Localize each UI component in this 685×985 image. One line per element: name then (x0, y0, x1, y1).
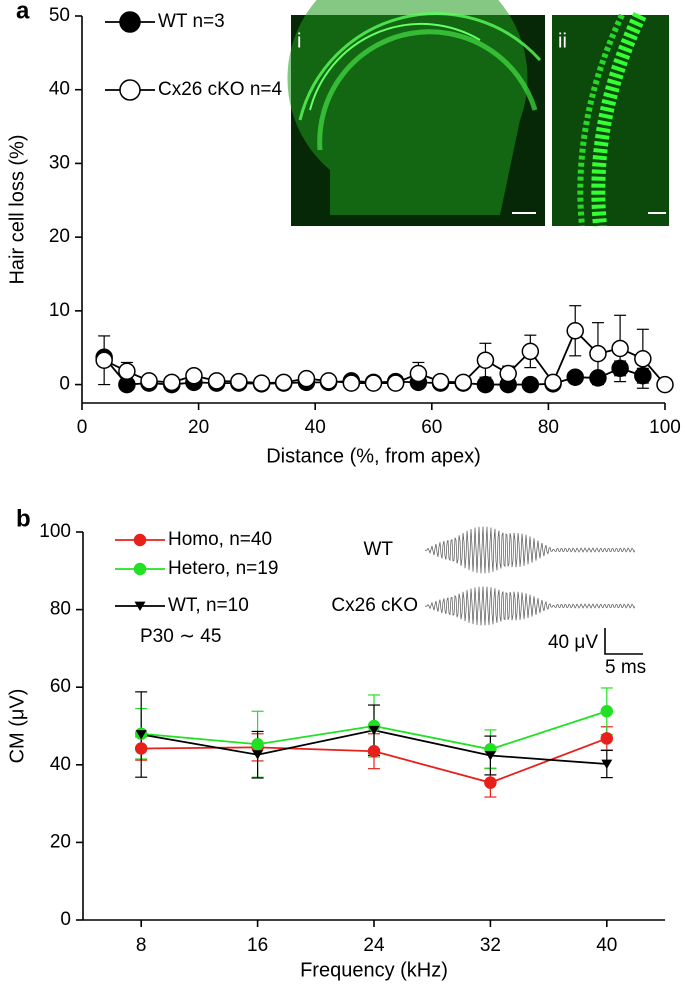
annotation: 5 ms (605, 657, 646, 678)
y-tick-label: 50 (49, 5, 70, 26)
marker (134, 742, 148, 755)
y-tick-label: 10 (49, 300, 70, 321)
x-tick-label: 20 (188, 417, 209, 438)
marker (252, 750, 264, 760)
y-tick-label: 20 (50, 831, 71, 852)
y-tick-label: 0 (59, 374, 70, 395)
scale-bar (604, 628, 643, 655)
marker (368, 725, 380, 736)
marker (140, 372, 158, 390)
legend-label: Homo, n=40 (168, 529, 272, 550)
x-tick-label: 0 (77, 417, 88, 438)
micrograph-i (287, 0, 545, 226)
marker (476, 351, 495, 369)
marker (566, 368, 584, 386)
marker (431, 372, 450, 391)
x-tick-label: 100 (649, 417, 681, 438)
marker (656, 375, 674, 394)
x-tick-label: 24 (363, 935, 385, 956)
marker (251, 737, 264, 751)
x-tick-label: 8 (136, 935, 147, 956)
legend-marker (133, 533, 147, 547)
y-tick-label: 0 (60, 909, 71, 930)
y-axis-title: CM (μV) (6, 689, 28, 764)
marker (476, 375, 495, 394)
marker (589, 369, 607, 387)
y-tick-label: 40 (50, 754, 71, 775)
marker (484, 751, 496, 761)
legend-label: Cx26 cKO n=4 (158, 79, 283, 100)
marker (207, 372, 226, 390)
marker (600, 732, 614, 745)
marker (634, 366, 652, 385)
marker (589, 344, 607, 363)
image-label: ii (558, 30, 567, 52)
x-tick-label: 32 (480, 935, 501, 956)
marker (521, 342, 540, 361)
x-tick-label: 40 (305, 417, 326, 438)
marker (611, 339, 629, 358)
marker (499, 364, 517, 383)
waveform (424, 586, 636, 626)
legend-marker (119, 79, 141, 101)
legend-marker (119, 11, 141, 33)
legend-marker (133, 562, 147, 576)
panel-label: a (16, 0, 30, 24)
marker (600, 705, 614, 718)
annotation: 40 μV (548, 632, 598, 653)
marker (319, 372, 338, 390)
marker (185, 366, 203, 385)
marker (252, 374, 271, 392)
annotation: P30 ∼ 45 (140, 626, 221, 647)
marker (342, 374, 361, 392)
annotation: WT (363, 539, 393, 560)
y-tick-label: 80 (50, 599, 71, 620)
marker (230, 372, 248, 391)
marker (409, 364, 428, 383)
annotation: Cx26 cKO (331, 595, 418, 616)
marker (521, 375, 540, 394)
marker (297, 369, 316, 388)
marker (544, 373, 562, 392)
marker (95, 351, 113, 369)
marker (566, 322, 584, 340)
marker (454, 373, 473, 392)
marker (118, 362, 136, 381)
panel-label: b (16, 505, 31, 532)
legend-label: WT n=3 (158, 11, 225, 32)
y-tick-label: 40 (49, 79, 70, 100)
marker (611, 359, 629, 378)
y-tick-label: 30 (49, 152, 70, 173)
y-tick-label: 20 (49, 226, 70, 247)
x-tick-label: 16 (247, 935, 268, 956)
marker (364, 374, 383, 392)
waveform (424, 526, 636, 574)
legend-label: Hetero, n=19 (168, 558, 278, 579)
image-label: i (297, 30, 301, 52)
micrograph-ii (552, 11, 669, 227)
marker (274, 373, 293, 392)
marker (386, 374, 405, 392)
x-axis-title: Frequency (kHz) (300, 959, 448, 981)
marker (163, 373, 181, 392)
x-axis-title: Distance (%, from apex) (266, 445, 481, 467)
legend-marker (134, 601, 146, 611)
marker (601, 759, 613, 769)
marker (367, 744, 381, 758)
y-axis-title: Hair cell loss (%) (6, 134, 28, 284)
legend-label: WT, n=10 (168, 595, 249, 616)
x-tick-label: 40 (596, 935, 617, 956)
y-tick-label: 100 (39, 521, 71, 542)
marker (634, 350, 652, 368)
y-tick-label: 60 (50, 676, 71, 697)
x-tick-label: 80 (538, 417, 559, 438)
marker (135, 730, 147, 740)
marker (484, 776, 497, 789)
x-tick-label: 60 (421, 417, 442, 438)
